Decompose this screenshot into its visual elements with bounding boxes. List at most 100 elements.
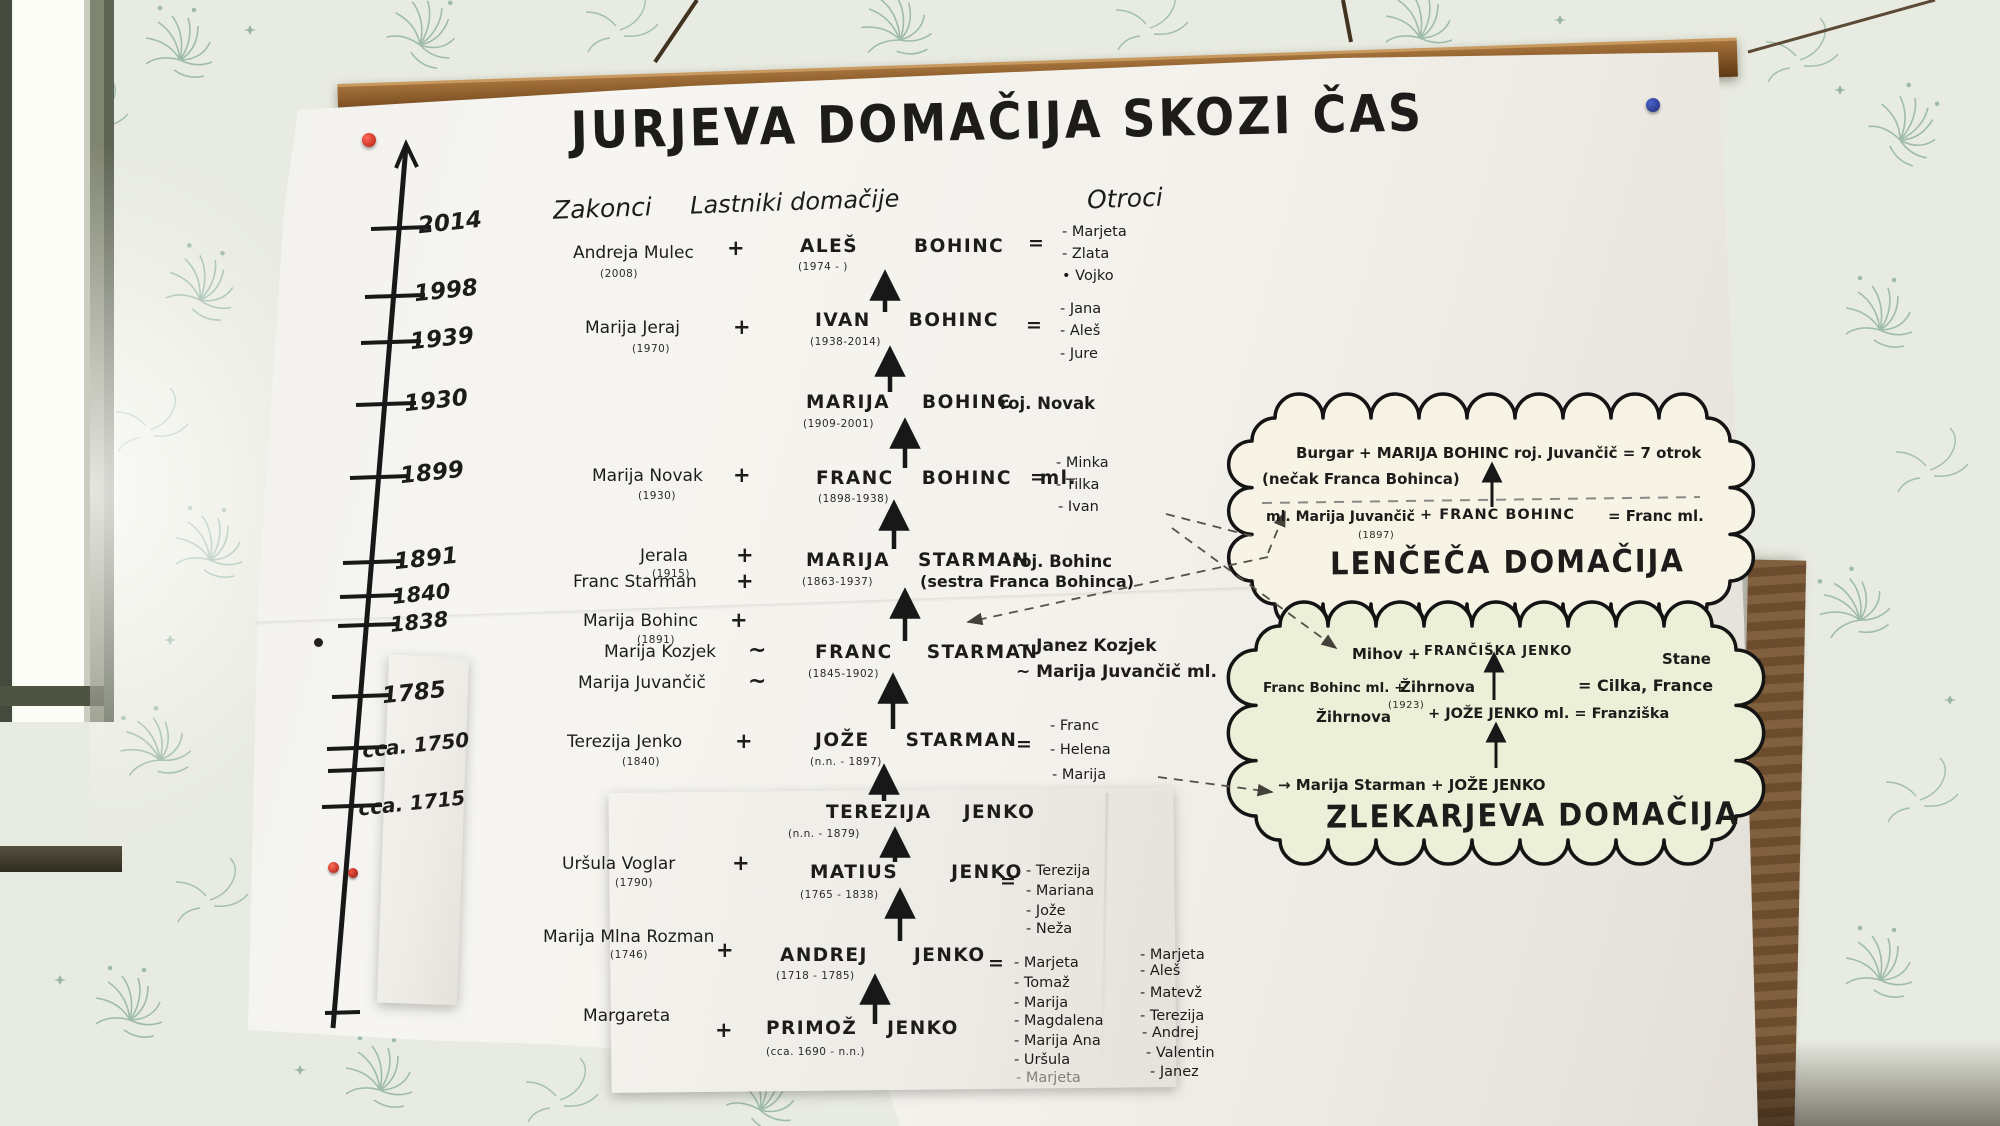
child-name: - Aleš bbox=[1060, 323, 1101, 339]
plus-sign: + bbox=[735, 729, 753, 753]
owner-dates: (1718 - 1785) bbox=[776, 970, 855, 982]
owner-dates: (1845-1902) bbox=[808, 668, 879, 680]
owner-name: ANDREJ JENKO bbox=[780, 945, 986, 966]
child-name: • Vojko bbox=[1062, 268, 1114, 284]
year-label: 1930 bbox=[402, 384, 470, 418]
spouse-name: Uršula Voglar bbox=[562, 854, 676, 874]
spouse-year: (1840) bbox=[622, 756, 660, 768]
owner-dates: (1863-1937) bbox=[802, 576, 873, 588]
poster-title: JURJEVA DOMAČIJA SKOZI ČAS bbox=[570, 82, 1425, 161]
child-name: - Marjeta bbox=[1062, 224, 1127, 240]
year-label: 1998 bbox=[412, 274, 480, 308]
cloud-zlekarjeva-stane: Stane bbox=[1662, 650, 1711, 668]
header-owners: Lastniki domačije bbox=[689, 184, 900, 220]
plus-sign: + bbox=[730, 608, 748, 632]
child-name: - Zlata bbox=[1062, 246, 1110, 262]
spouse-year: (1930) bbox=[638, 490, 676, 502]
year-label: cca. 1750 bbox=[361, 727, 471, 763]
owner-dates: (1898-1938) bbox=[818, 493, 889, 505]
equals-sign: = bbox=[988, 952, 1004, 974]
plus-sign: + bbox=[716, 938, 734, 962]
child-name: - Marjeta bbox=[1014, 955, 1079, 971]
child-name: - Marjeta bbox=[1140, 947, 1205, 963]
spouse-year: (1790) bbox=[615, 877, 653, 889]
plus-sign: + bbox=[736, 569, 754, 593]
plus-sign: + bbox=[736, 543, 754, 567]
window-crossbar bbox=[0, 686, 104, 706]
child-name: - Marija bbox=[1052, 767, 1107, 783]
cloud-lenceca-line3-left: ml. Marija Juvančič bbox=[1266, 509, 1415, 525]
pushpin-red-icon bbox=[362, 133, 376, 147]
year-label: 1939 bbox=[408, 322, 476, 356]
child-name: - Matevž bbox=[1140, 985, 1203, 1001]
child-name: - Neža bbox=[1026, 921, 1073, 937]
owner-maiden-name: roj. Novak bbox=[1000, 394, 1096, 413]
cloud-lenceca-line3-mid: + FRANC BOHINC bbox=[1420, 507, 1575, 523]
spouse-name: Marija Kozjek bbox=[604, 642, 716, 662]
spouse-name: Marija Juvančič bbox=[578, 673, 706, 693]
cloud-lenceca-year: (1897) bbox=[1358, 530, 1395, 541]
equals-sign: = bbox=[1000, 870, 1016, 892]
spouse-year: (1915) bbox=[652, 568, 690, 580]
timeline-ticks bbox=[321, 225, 432, 1015]
child-name: - Mariana bbox=[1026, 883, 1095, 899]
plus-sign: + bbox=[715, 1018, 733, 1042]
spouse-name: Marija Bohinc bbox=[583, 611, 699, 631]
partner-name: ~ Janez Kozjek bbox=[1016, 636, 1157, 656]
owner-dates: (1938-2014) bbox=[810, 336, 881, 348]
equals-sign: = bbox=[1028, 232, 1044, 254]
plus-sign: + bbox=[733, 463, 751, 487]
equals-sign: = bbox=[1016, 733, 1032, 755]
header-spouses: Zakonci bbox=[552, 192, 653, 225]
year-label: 1899 bbox=[398, 456, 466, 490]
cloud-zlekarjeva-line3-left: Žihrnova bbox=[1316, 708, 1391, 726]
header-children: Otroci bbox=[1086, 182, 1164, 215]
owner-dates: (n.n. - 1897) bbox=[810, 756, 882, 768]
child-name: - Marija bbox=[1014, 995, 1069, 1011]
dashed-connectors bbox=[966, 510, 1338, 797]
owner-dates: (1765 - 1838) bbox=[800, 889, 879, 901]
child-name: - Ivan bbox=[1058, 499, 1099, 515]
spouse-year: (2008) bbox=[600, 268, 638, 280]
year-label: 1891 bbox=[392, 542, 460, 576]
child-name: - Tilka bbox=[1056, 477, 1100, 493]
child-name: - Jana bbox=[1060, 301, 1102, 317]
owner-dates: (1909-2001) bbox=[803, 418, 874, 430]
spouse-year: (1891) bbox=[637, 634, 675, 646]
child-name: - Marjeta bbox=[1016, 1070, 1081, 1086]
child-name: - Jože bbox=[1026, 903, 1066, 919]
child-name: - Tomaž bbox=[1014, 975, 1070, 991]
partner-name: ~ Marija Juvančič ml. bbox=[1016, 662, 1217, 682]
child-name: - Terezija bbox=[1140, 1008, 1205, 1024]
owner-name: MARIJA BOHINC bbox=[806, 392, 1013, 413]
tilde-sign: ~ bbox=[748, 669, 767, 694]
equals-sign: = bbox=[1030, 466, 1046, 488]
equals-sign: = bbox=[1026, 314, 1042, 336]
cloud-zlekarjeva-line2-left: Franc Bohinc ml. + bbox=[1263, 680, 1406, 696]
owner-name: PRIMOŽ JENKO bbox=[766, 1018, 959, 1039]
window-sill bbox=[0, 846, 122, 872]
owner-dates: (cca. 1690 - n.n.) bbox=[766, 1046, 866, 1058]
plus-sign: + bbox=[727, 236, 745, 260]
generation-arrows bbox=[859, 269, 921, 1024]
cloud-arrows bbox=[1481, 461, 1507, 768]
spouse-year: (1746) bbox=[610, 949, 648, 961]
cloud-zlekarjeva-line1-right: FRANČIŠKA JENKO bbox=[1424, 644, 1573, 659]
year-label: 2014 bbox=[416, 206, 484, 240]
cloud-zlekarjeva-title: ZLEKARJEVA DOMAČIJA bbox=[1325, 794, 1740, 836]
timeline-axis bbox=[330, 139, 419, 1029]
child-name: - Helena bbox=[1050, 742, 1111, 758]
cloud-zlekarjeva-line1-left: Mihov + bbox=[1352, 645, 1421, 663]
wall-hook-dot bbox=[314, 638, 323, 647]
cloud-zlekarjeva-cilka: = Cilka, France bbox=[1578, 676, 1714, 695]
child-name: - Aleš bbox=[1140, 963, 1181, 979]
owner-name: IVAN BOHINC bbox=[815, 310, 999, 331]
spouse-name: Marija Mlna Rozman bbox=[543, 927, 715, 947]
owner-name: FRANC BOHINC ml. bbox=[816, 468, 1078, 489]
owner-note: (sestra Franca Bohinca) bbox=[920, 572, 1134, 591]
tilde-sign: ~ bbox=[748, 638, 767, 663]
owner-name: FRANC STARMAN bbox=[815, 642, 1039, 663]
child-name: - Marija Ana bbox=[1014, 1033, 1101, 1049]
